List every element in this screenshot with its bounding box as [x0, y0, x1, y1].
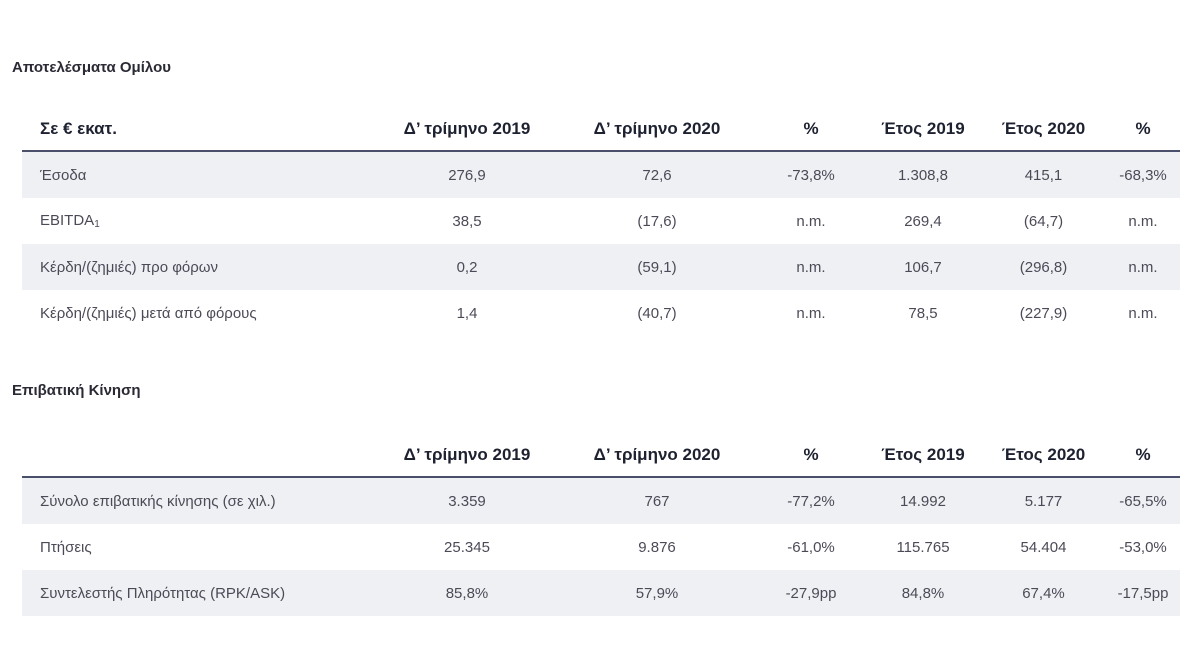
column-header: % [1106, 108, 1180, 152]
table-cell: 5.177 [981, 477, 1106, 524]
table-cell: n.m. [1106, 244, 1180, 290]
passenger-traffic-table: Δ’ τρίμηνο 2019 Δ’ τρίμηνο 2020 % Έτος 2… [22, 434, 1180, 616]
table-cell: -17,5pp [1106, 570, 1180, 616]
column-header: Δ’ τρίμηνο 2020 [557, 434, 757, 478]
table-row: Κέρδη/(ζημιές) προ φόρων 0,2 (59,1) n.m.… [22, 244, 1180, 290]
group-results-table: Σε € εκατ. Δ’ τρίμηνο 2019 Δ’ τρίμηνο 20… [22, 108, 1180, 336]
table-cell: (227,9) [1019, 304, 1068, 322]
row-label: Πτήσεις [40, 538, 92, 556]
table-cell: 14.992 [865, 477, 981, 524]
row-label: Κέρδη/(ζημιές) μετά από φόρους [40, 304, 257, 322]
table-cell: 85,8% [377, 570, 557, 616]
row-label-text: EBITDA [40, 212, 95, 229]
table-cell: (40,7) [637, 304, 677, 322]
table-cell: 1,4 [456, 304, 478, 322]
table-cell: -27,9pp [757, 570, 865, 616]
table-cell: -68,3% [1106, 151, 1180, 198]
table-row: Κέρδη/(ζημιές) μετά από φόρους 1,4 (40,7… [22, 290, 1180, 336]
passenger-traffic-title: Επιβατική Κίνηση [12, 382, 141, 399]
table-row: Έσοδα 276,9 72,6 -73,8% 1.308,8 415,1 -6… [22, 151, 1180, 198]
table-cell: 84,8% [865, 570, 981, 616]
table-cell: (296,8) [981, 244, 1106, 290]
table-row: EBITDA1 38,5 (17,6) n.m. 269,4 (64,7) n.… [22, 198, 1180, 244]
table-cell: 57,9% [557, 570, 757, 616]
column-header: Έτος 2020 [981, 108, 1106, 152]
header-row: Σε € εκατ. Δ’ τρίμηνο 2019 Δ’ τρίμηνο 20… [22, 108, 1180, 152]
column-header [22, 434, 377, 478]
table-row: Συντελεστής Πληρότητας (RPK/ASK) 85,8% 5… [22, 570, 1180, 616]
group-results-title: Αποτελέσματα Ομίλου [12, 59, 171, 76]
table-cell: 269,4 [904, 212, 942, 230]
table-cell: 38,5 [452, 212, 482, 230]
column-header: % [1106, 434, 1180, 478]
column-header: Έτος 2019 [865, 434, 981, 478]
table-cell: 767 [557, 477, 757, 524]
column-header: Σε € εκατ. [22, 108, 377, 152]
table-row: Πτήσεις 25.345 9.876 -61,0% 115.765 54.4… [22, 524, 1180, 570]
table-cell: 9.876 [638, 538, 676, 556]
table-cell: -65,5% [1106, 477, 1180, 524]
table-cell: 1.308,8 [865, 151, 981, 198]
table-cell: -77,2% [757, 477, 865, 524]
table-cell: n.m. [1128, 212, 1158, 230]
column-header: % [757, 434, 865, 478]
table-cell: n.m. [796, 304, 826, 322]
table-cell: 25.345 [444, 538, 490, 556]
table-cell: (17,6) [637, 212, 677, 230]
table-cell: -61,0% [787, 538, 835, 556]
table-cell: 106,7 [865, 244, 981, 290]
table-cell: n.m. [1128, 304, 1158, 322]
column-header: Έτος 2019 [865, 108, 981, 152]
row-label: EBITDA1 [22, 198, 377, 244]
table-cell: n.m. [757, 244, 865, 290]
table-cell: (59,1) [557, 244, 757, 290]
table-cell: (64,7) [1023, 212, 1064, 230]
footnote-marker: 1 [94, 219, 100, 230]
table-cell: 72,6 [557, 151, 757, 198]
table-cell: -53,0% [1119, 538, 1167, 556]
table-cell: 415,1 [981, 151, 1106, 198]
column-header: % [757, 108, 865, 152]
row-label: Σύνολο επιβατικής κίνησης (σε χιλ.) [22, 477, 377, 524]
row-label: Συντελεστής Πληρότητας (RPK/ASK) [22, 570, 377, 616]
table-cell: 78,5 [908, 304, 938, 322]
column-header: Δ’ τρίμηνο 2020 [557, 108, 757, 152]
row-label: Έσοδα [22, 151, 377, 198]
row-label: Κέρδη/(ζημιές) προ φόρων [22, 244, 377, 290]
table-cell: 0,2 [377, 244, 557, 290]
table-cell: 54.404 [1020, 538, 1067, 556]
header-row: Δ’ τρίμηνο 2019 Δ’ τρίμηνο 2020 % Έτος 2… [22, 434, 1180, 478]
table-cell: 3.359 [377, 477, 557, 524]
table-cell: 276,9 [377, 151, 557, 198]
column-header: Έτος 2020 [981, 434, 1106, 478]
table-cell: 115.765 [896, 538, 950, 556]
table-row: Σύνολο επιβατικής κίνησης (σε χιλ.) 3.35… [22, 477, 1180, 524]
table-cell: -73,8% [757, 151, 865, 198]
column-header: Δ’ τρίμηνο 2019 [377, 108, 557, 152]
column-header: Δ’ τρίμηνο 2019 [377, 434, 557, 478]
table-cell: 67,4% [981, 570, 1106, 616]
table-cell: n.m. [796, 212, 826, 230]
